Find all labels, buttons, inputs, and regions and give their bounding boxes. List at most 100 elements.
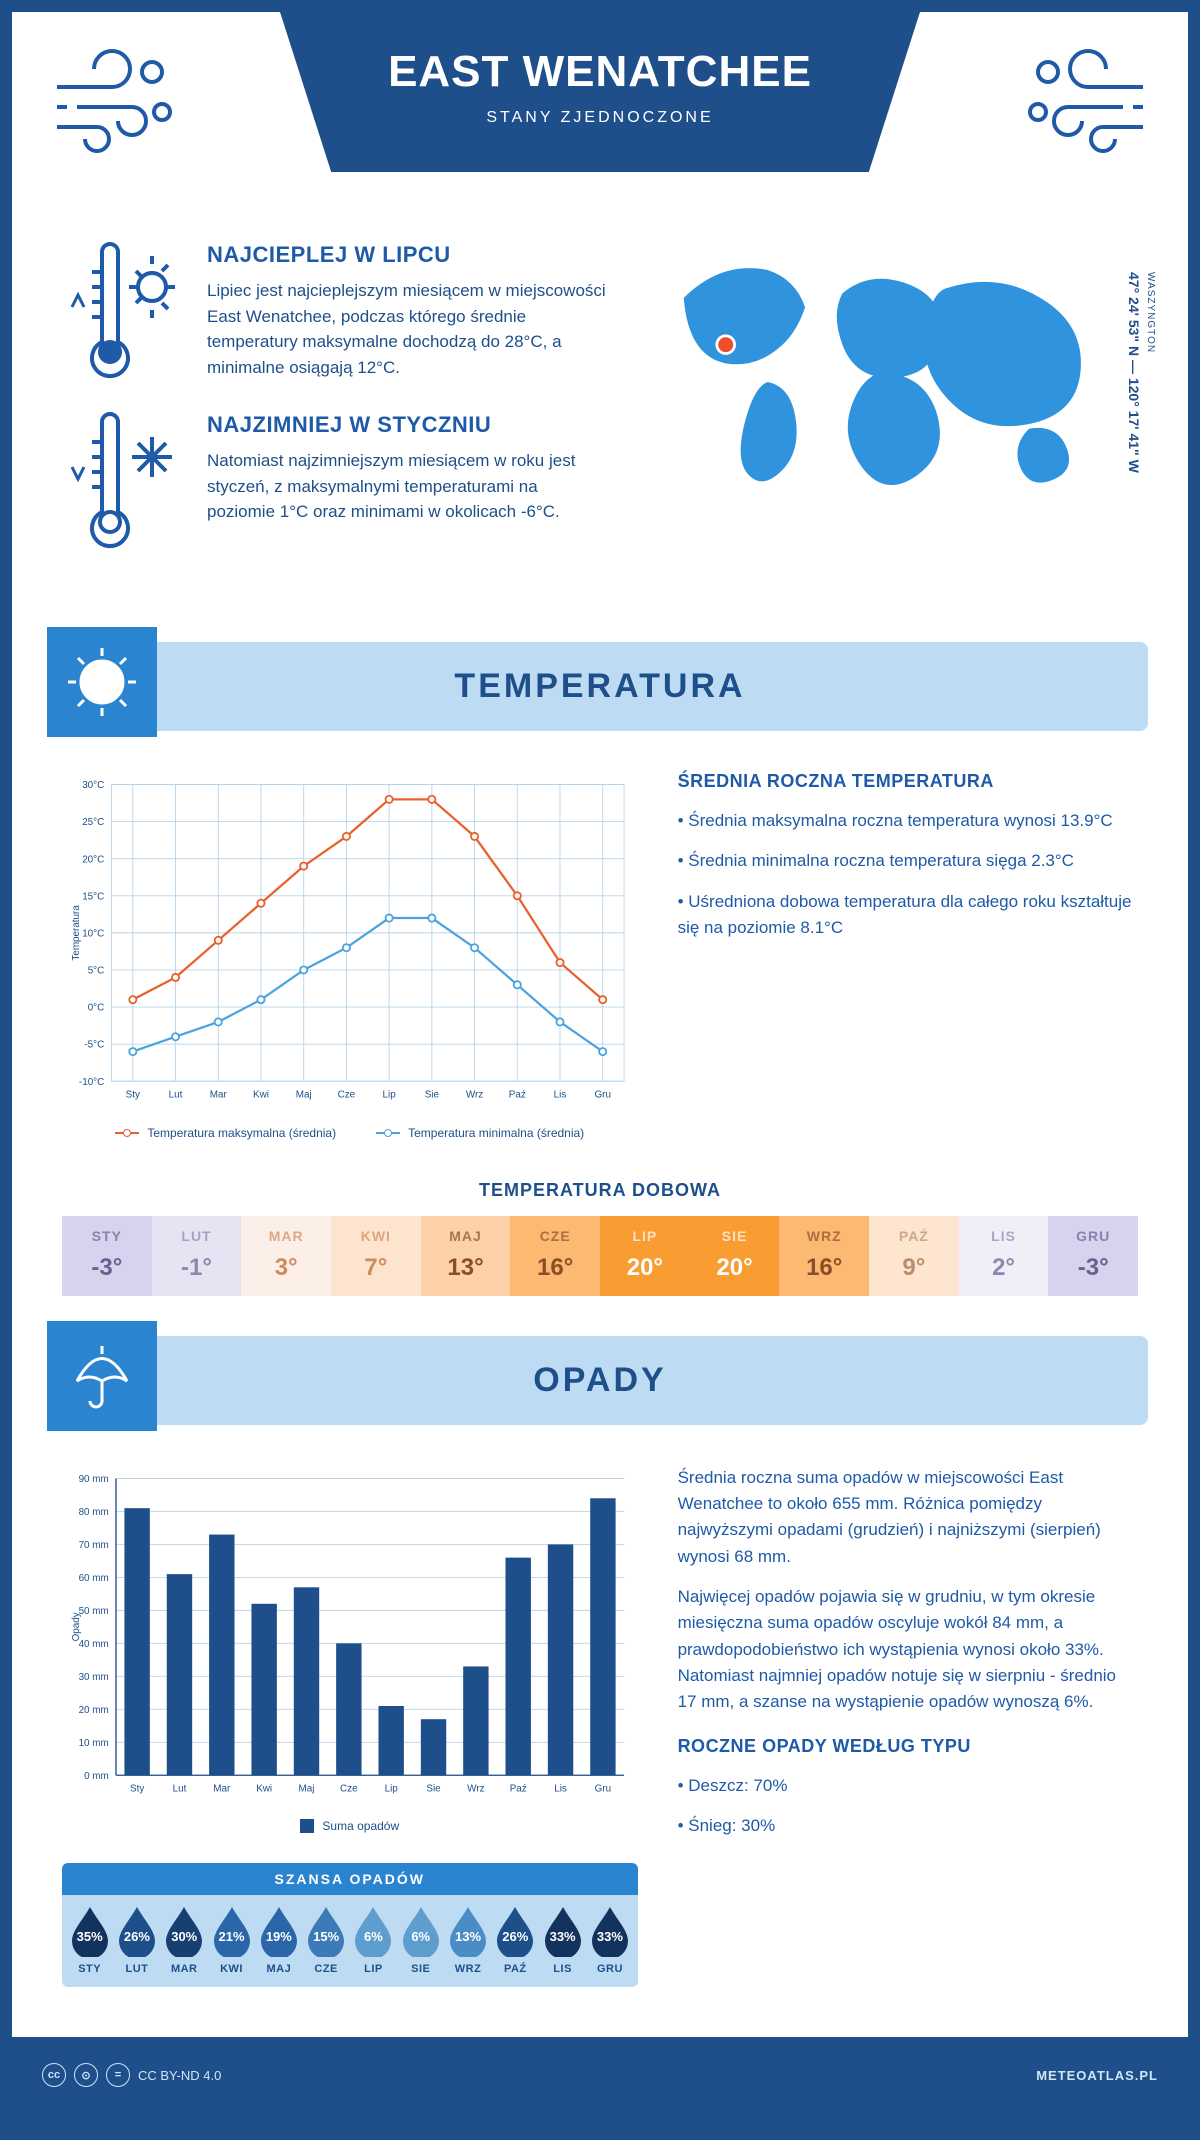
page-subtitle: STANY ZJEDNOCZONE xyxy=(360,109,840,127)
svg-text:Lip: Lip xyxy=(385,1783,399,1794)
daily-temp-cell: MAR3° xyxy=(241,1216,331,1296)
raindrop-icon: 6% xyxy=(399,1905,443,1957)
daily-temp-cell: SIE20° xyxy=(690,1216,780,1296)
svg-text:Sty: Sty xyxy=(130,1783,144,1794)
daily-temp-cell: KWI7° xyxy=(331,1216,421,1296)
chance-cell: 21% KWI xyxy=(208,1905,255,1975)
chance-title: SZANSA OPADÓW xyxy=(62,1863,638,1895)
daily-temp-strip: STY-3°LUT-1°MAR3°KWI7°MAJ13°CZE16°LIP20°… xyxy=(62,1216,1138,1296)
chance-cell: 6% SIE xyxy=(397,1905,444,1975)
chance-cell: 15% CZE xyxy=(302,1905,349,1975)
chance-cell: 33% LIS xyxy=(539,1905,586,1975)
svg-text:30 mm: 30 mm xyxy=(79,1672,109,1683)
precip-type-item: Śnieg: 30% xyxy=(678,1813,1138,1839)
annual-bullet: Uśredniona dobowa temperatura dla całego… xyxy=(678,889,1138,942)
svg-text:Mar: Mar xyxy=(210,1089,228,1100)
svg-text:Sie: Sie xyxy=(426,1783,441,1794)
daily-temp-cell: WRZ16° xyxy=(779,1216,869,1296)
annual-temp-bullets: Średnia maksymalna roczna temperatura wy… xyxy=(678,808,1138,941)
annual-bullet: Średnia minimalna roczna temperatura się… xyxy=(678,848,1138,874)
raindrop-icon: 35% xyxy=(68,1905,112,1957)
precip-paragraph: Najwięcej opadów pojawia się w grudniu, … xyxy=(678,1584,1138,1716)
page-title: EAST WENATCHEE xyxy=(360,47,840,97)
intro-section: NAJCIEPLEJ W LIPCU Lipiec jest najcieple… xyxy=(12,222,1188,622)
umbrella-icon xyxy=(47,1321,157,1431)
temperature-heading: TEMPERATURA xyxy=(52,667,1148,706)
svg-text:0°C: 0°C xyxy=(88,1003,105,1014)
precip-paragraph: Średnia roczna suma opadów w miejscowośc… xyxy=(678,1465,1138,1570)
svg-text:90 mm: 90 mm xyxy=(79,1474,109,1485)
svg-text:Mar: Mar xyxy=(213,1783,231,1794)
raindrop-icon: 33% xyxy=(588,1905,632,1957)
thermometer-cold-icon xyxy=(62,412,182,552)
coldest-title: NAJZIMNIEJ W STYCZNIU xyxy=(207,412,610,438)
raindrop-icon: 13% xyxy=(446,1905,490,1957)
svg-text:Paź: Paź xyxy=(510,1783,527,1794)
precipitation-section-header: OPADY xyxy=(52,1336,1148,1425)
chance-cell: 6% LIP xyxy=(350,1905,397,1975)
svg-text:20 mm: 20 mm xyxy=(79,1705,109,1716)
svg-text:15°C: 15°C xyxy=(82,891,104,902)
svg-text:10 mm: 10 mm xyxy=(79,1738,109,1749)
svg-text:70 mm: 70 mm xyxy=(79,1540,109,1551)
annual-temp-title: ŚREDNIA ROCZNA TEMPERATURA xyxy=(678,771,1138,792)
svg-text:Maj: Maj xyxy=(296,1089,312,1100)
raindrop-icon: 26% xyxy=(493,1905,537,1957)
precip-type-item: Deszcz: 70% xyxy=(678,1773,1138,1799)
precipitation-legend: Suma opadów xyxy=(62,1819,638,1833)
chance-cell: 13% WRZ xyxy=(444,1905,491,1975)
svg-text:Gru: Gru xyxy=(594,1089,610,1100)
svg-text:20°C: 20°C xyxy=(82,854,104,865)
svg-text:-10°C: -10°C xyxy=(79,1077,104,1088)
precipitation-bar-chart: 0 mm10 mm20 mm30 mm40 mm50 mm60 mm70 mm8… xyxy=(62,1465,638,1807)
svg-text:Sie: Sie xyxy=(425,1089,440,1100)
coldest-fact: NAJZIMNIEJ W STYCZNIU Natomiast najzimni… xyxy=(62,412,610,552)
by-icon: ⊙ xyxy=(74,2063,98,2087)
svg-text:50 mm: 50 mm xyxy=(79,1606,109,1617)
svg-text:0 mm: 0 mm xyxy=(84,1771,109,1782)
raindrop-icon: 21% xyxy=(210,1905,254,1957)
svg-text:Opady: Opady xyxy=(71,1612,82,1641)
chance-cell: 35% STY xyxy=(66,1905,113,1975)
annual-bullet: Średnia maksymalna roczna temperatura wy… xyxy=(678,808,1138,834)
nd-icon: = xyxy=(106,2063,130,2087)
chance-cell: 26% PAŹ xyxy=(492,1905,539,1975)
svg-text:-5°C: -5°C xyxy=(84,1040,104,1051)
location-marker-icon xyxy=(715,334,736,355)
daily-temp-cell: MAJ13° xyxy=(421,1216,511,1296)
svg-text:Cze: Cze xyxy=(338,1089,356,1100)
precip-by-type-list: Deszcz: 70% Śnieg: 30% xyxy=(678,1773,1138,1840)
svg-text:Sty: Sty xyxy=(126,1089,140,1100)
svg-text:25°C: 25°C xyxy=(82,817,104,828)
thermometer-hot-icon xyxy=(62,242,182,382)
wind-right-icon xyxy=(1008,42,1148,162)
svg-text:Lip: Lip xyxy=(383,1089,397,1100)
svg-text:Lut: Lut xyxy=(169,1089,183,1100)
temperature-line-chart: -10°C-5°C0°C5°C10°C15°C20°C25°C30°CStyLu… xyxy=(62,771,638,1113)
svg-text:60 mm: 60 mm xyxy=(79,1573,109,1584)
svg-text:Wrz: Wrz xyxy=(466,1089,483,1100)
svg-text:30°C: 30°C xyxy=(82,780,104,791)
daily-temp-cell: PAŹ9° xyxy=(869,1216,959,1296)
world-map-icon xyxy=(640,242,1138,522)
license-badges: cc ⊙ = CC BY-ND 4.0 xyxy=(42,2063,221,2087)
raindrop-icon: 15% xyxy=(304,1905,348,1957)
warmest-fact: NAJCIEPLEJ W LIPCU Lipiec jest najcieple… xyxy=(62,242,610,382)
precip-by-type-title: ROCZNE OPADY WEDŁUG TYPU xyxy=(678,1736,1138,1757)
svg-text:Kwi: Kwi xyxy=(256,1783,272,1794)
svg-text:40 mm: 40 mm xyxy=(79,1639,109,1650)
wind-left-icon xyxy=(52,42,192,162)
svg-text:Gru: Gru xyxy=(595,1783,611,1794)
daily-temp-cell: LIP20° xyxy=(600,1216,690,1296)
warmest-title: NAJCIEPLEJ W LIPCU xyxy=(207,242,610,268)
daily-temp-cell: CZE16° xyxy=(510,1216,600,1296)
daily-temp-cell: GRU-3° xyxy=(1048,1216,1138,1296)
cc-icon: cc xyxy=(42,2063,66,2087)
svg-text:Paź: Paź xyxy=(509,1089,526,1100)
raindrop-icon: 19% xyxy=(257,1905,301,1957)
site-name: METEOATLAS.PL xyxy=(1036,2068,1158,2083)
license-text: CC BY-ND 4.0 xyxy=(138,2068,221,2083)
chance-cell: 26% LUT xyxy=(113,1905,160,1975)
sun-icon xyxy=(47,627,157,737)
title-banner: EAST WENATCHEE STANY ZJEDNOCZONE xyxy=(280,12,920,172)
